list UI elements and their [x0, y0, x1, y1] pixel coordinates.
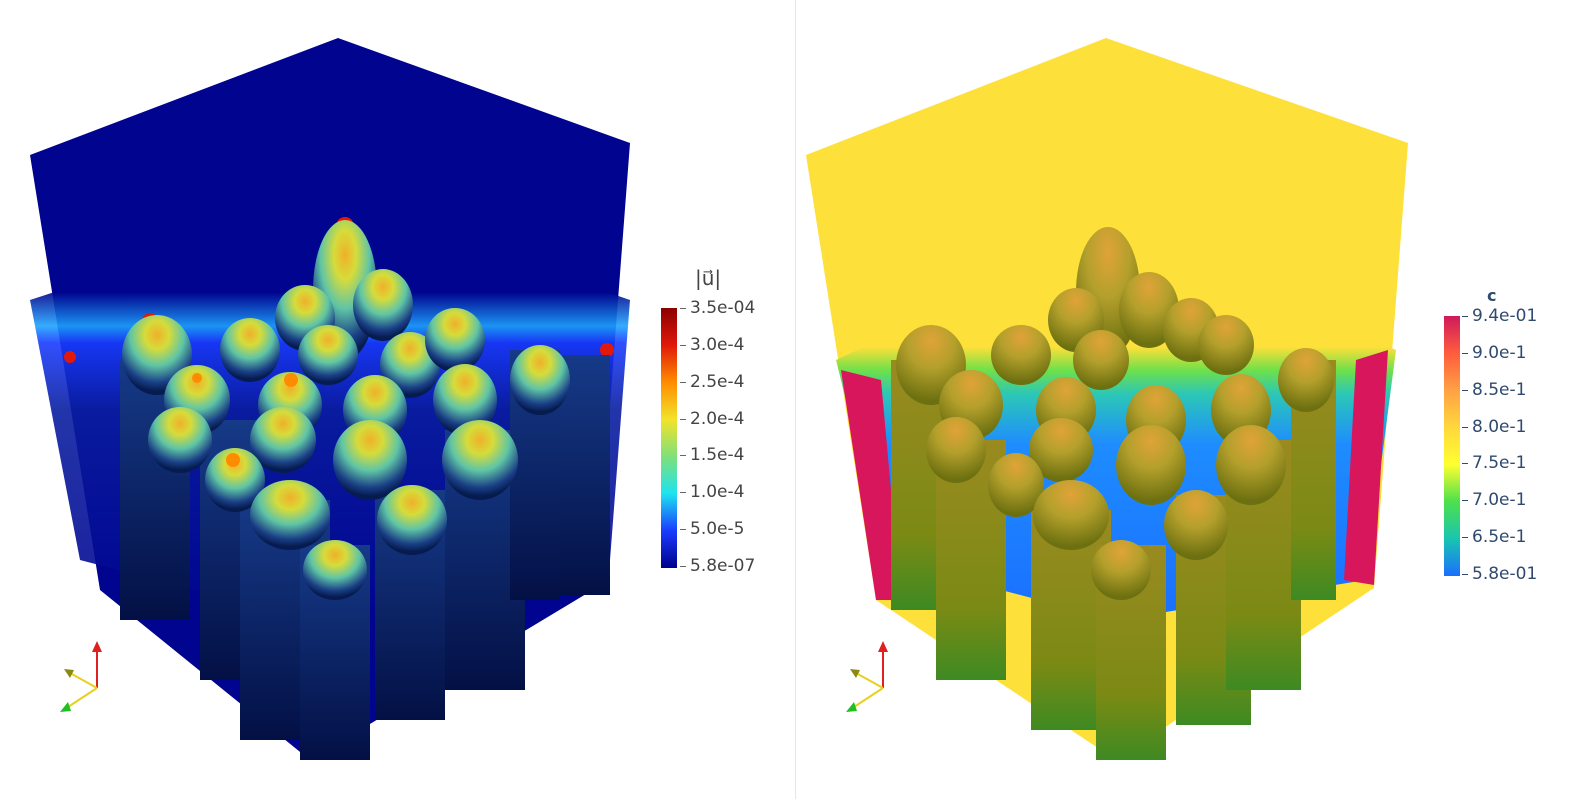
velocity-colorbar — [661, 308, 677, 568]
view-divider — [795, 0, 796, 799]
colorbar-tick — [680, 344, 686, 346]
colorbar-label: 6.5e-1 — [1472, 527, 1527, 548]
colorbar-label: 1.0e-4 — [690, 482, 745, 503]
colorbar-tick — [1462, 389, 1468, 391]
colorbar-title: c — [1487, 286, 1497, 305]
orientation-axes-icon — [846, 641, 888, 712]
colorbar-tick — [680, 308, 686, 309]
colorbar-label: 3.0e-4 — [690, 334, 745, 355]
right-render-view[interactable]: c 9.4e-01 9.0e-1 8.5e-1 8.0e-1 7.5e-1 7.0e-1 6… — [796, 0, 1590, 799]
colorbar-label: 5.8e-07 — [690, 556, 756, 576]
colorbar-tick — [1462, 574, 1468, 575]
colorbar-tick — [680, 566, 686, 567]
velocity-magnitude-render — [30, 38, 630, 760]
colorbar-label: 9.4e-01 — [1472, 306, 1538, 326]
orientation-axes-icon — [60, 641, 102, 712]
concentration-colorbar — [1444, 316, 1460, 576]
colorbar-tick — [680, 381, 686, 383]
colorbar-title: |u⃗| — [695, 266, 722, 290]
colorbar-label: 8.5e-1 — [1472, 379, 1527, 400]
colorbar-label: 2.0e-4 — [690, 408, 745, 429]
colorbar-tick — [1462, 500, 1468, 502]
colorbar-tick — [680, 529, 686, 531]
colorbar-label: 9.0e-1 — [1472, 342, 1527, 363]
colorbar-tick — [1462, 463, 1468, 465]
colorbar-label: 1.5e-4 — [690, 445, 745, 466]
colorbar-tick — [1462, 537, 1468, 539]
colorbar-tick — [680, 418, 686, 420]
colorbar-label: 7.0e-1 — [1472, 490, 1527, 511]
colorbar-label: 8.0e-1 — [1472, 416, 1527, 437]
colorbar-tick — [1462, 316, 1468, 317]
colorbar-label: 3.5e-04 — [690, 298, 756, 318]
colorbar-label: 5.8e-01 — [1472, 564, 1538, 584]
colorbar-tick — [680, 492, 686, 494]
colorbar-label: 5.0e-5 — [690, 519, 745, 540]
concentration-render — [806, 38, 1408, 760]
colorbar-tick — [1462, 352, 1468, 354]
colorbar-label: 2.5e-4 — [690, 371, 745, 392]
colorbar-tick — [680, 455, 686, 457]
colorbar-tick — [1462, 426, 1468, 428]
colorbar-label: 7.5e-1 — [1472, 453, 1527, 474]
left-render-view[interactable]: |u⃗| 3.5e-04 3.0e-4 2.5e-4 2.0e-4 1.5e-4 1.0e… — [0, 0, 795, 799]
